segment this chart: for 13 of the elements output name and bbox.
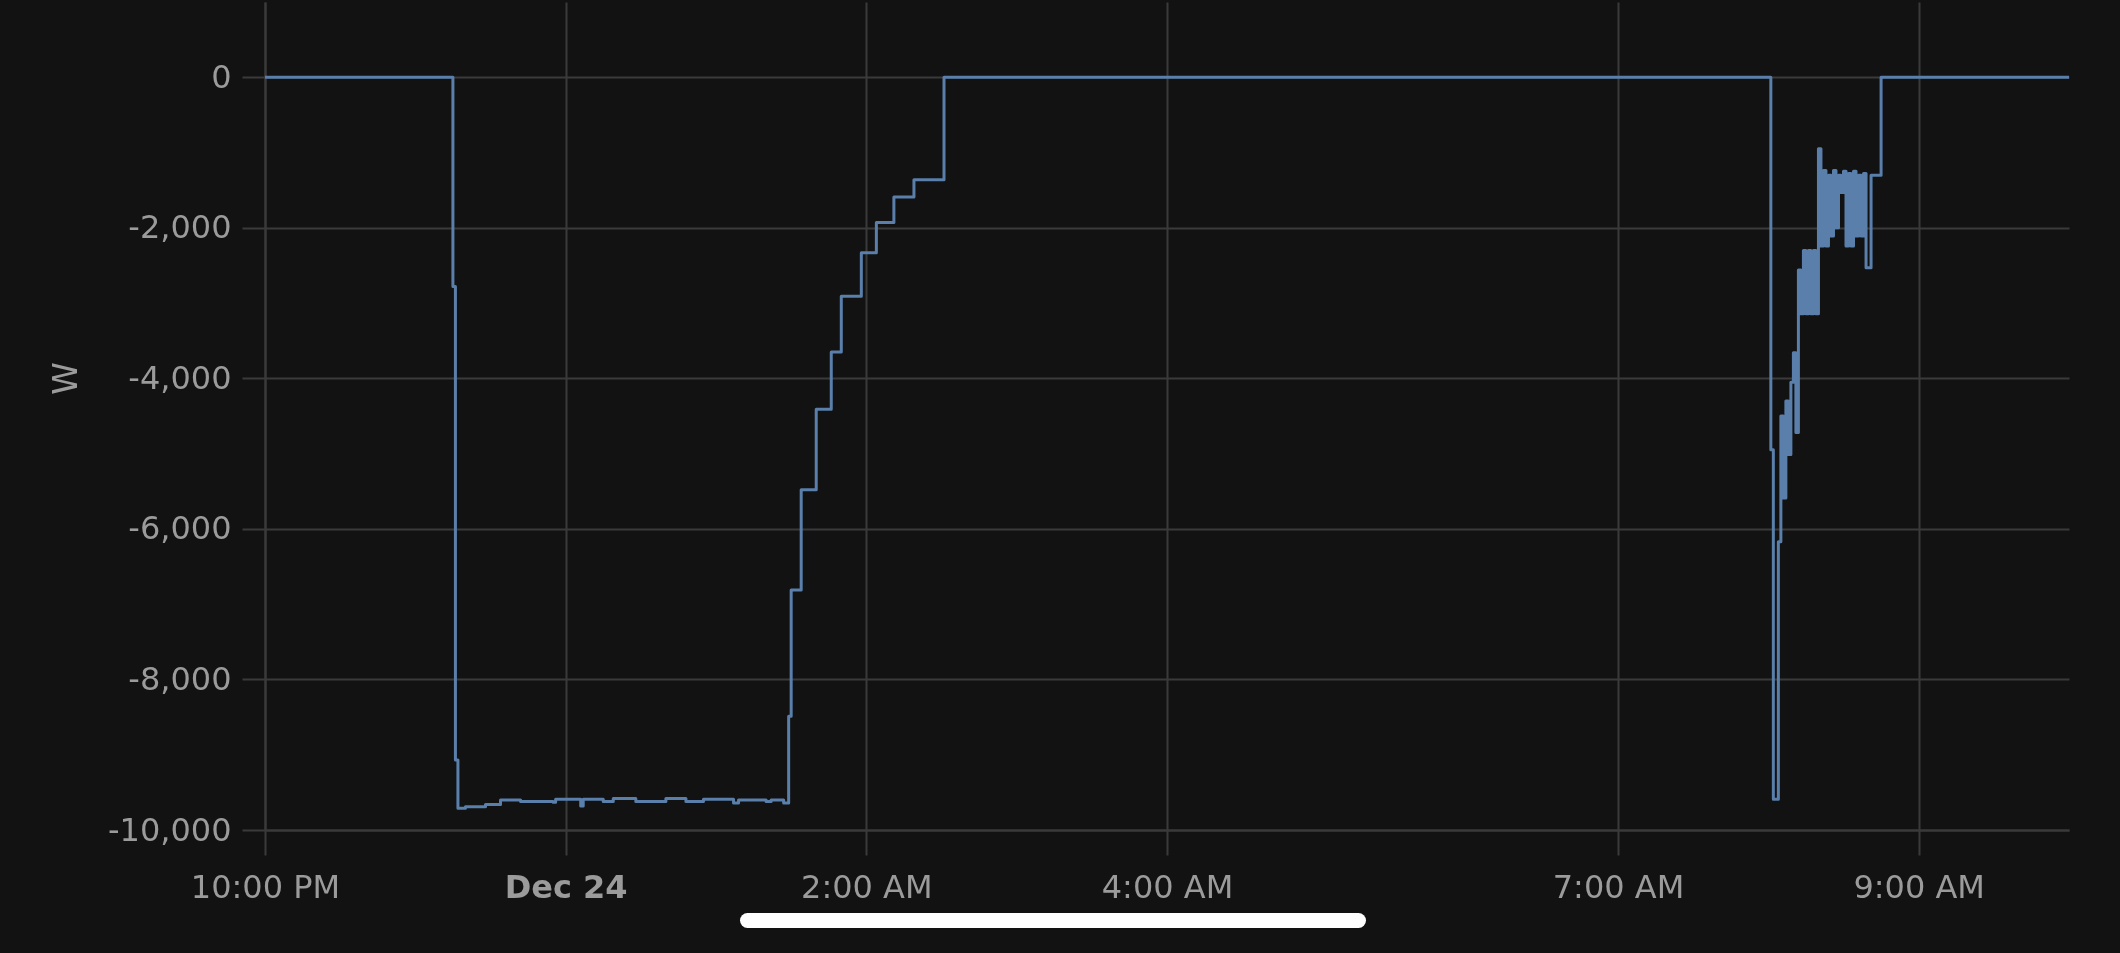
x-tick-label: 2:00 AM: [801, 867, 933, 906]
y-tick-label: 0: [211, 57, 232, 96]
x-tick-label: 9:00 AM: [1853, 867, 1985, 906]
x-tick-label: Dec 24: [504, 867, 628, 906]
y-axis-title: W: [45, 362, 85, 395]
x-tick-label: 7:00 AM: [1552, 867, 1685, 906]
x-tick-label: 10:00 PM: [190, 867, 341, 906]
y-tick-label: -4,000: [128, 358, 232, 397]
y-tick-label: -6,000: [128, 509, 232, 548]
y-tick-label: -8,000: [128, 659, 232, 698]
y-tick-label: -2,000: [128, 208, 232, 247]
x-tick-label: 4:00 AM: [1101, 867, 1234, 906]
y-tick-label: -10,000: [107, 810, 232, 849]
